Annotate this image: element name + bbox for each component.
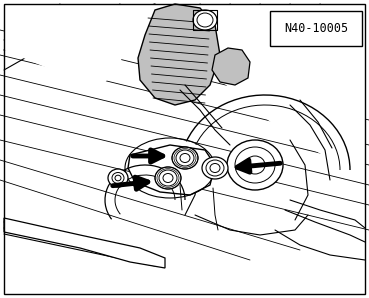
Bar (270, 11, 362, 46)
Ellipse shape (155, 167, 181, 189)
Text: N40-10005: N40-10005 (284, 22, 348, 35)
Polygon shape (4, 4, 160, 90)
Ellipse shape (202, 157, 228, 179)
Ellipse shape (235, 147, 275, 183)
Polygon shape (4, 218, 165, 268)
Ellipse shape (176, 150, 194, 166)
Ellipse shape (112, 173, 124, 184)
Ellipse shape (159, 170, 177, 186)
Polygon shape (138, 4, 220, 105)
Ellipse shape (172, 147, 198, 169)
Ellipse shape (245, 156, 265, 174)
Polygon shape (128, 145, 215, 195)
Polygon shape (212, 48, 250, 85)
Ellipse shape (108, 169, 128, 187)
Ellipse shape (227, 140, 283, 190)
Ellipse shape (197, 13, 213, 27)
Ellipse shape (206, 160, 224, 176)
Polygon shape (200, 4, 365, 180)
Ellipse shape (193, 10, 217, 30)
